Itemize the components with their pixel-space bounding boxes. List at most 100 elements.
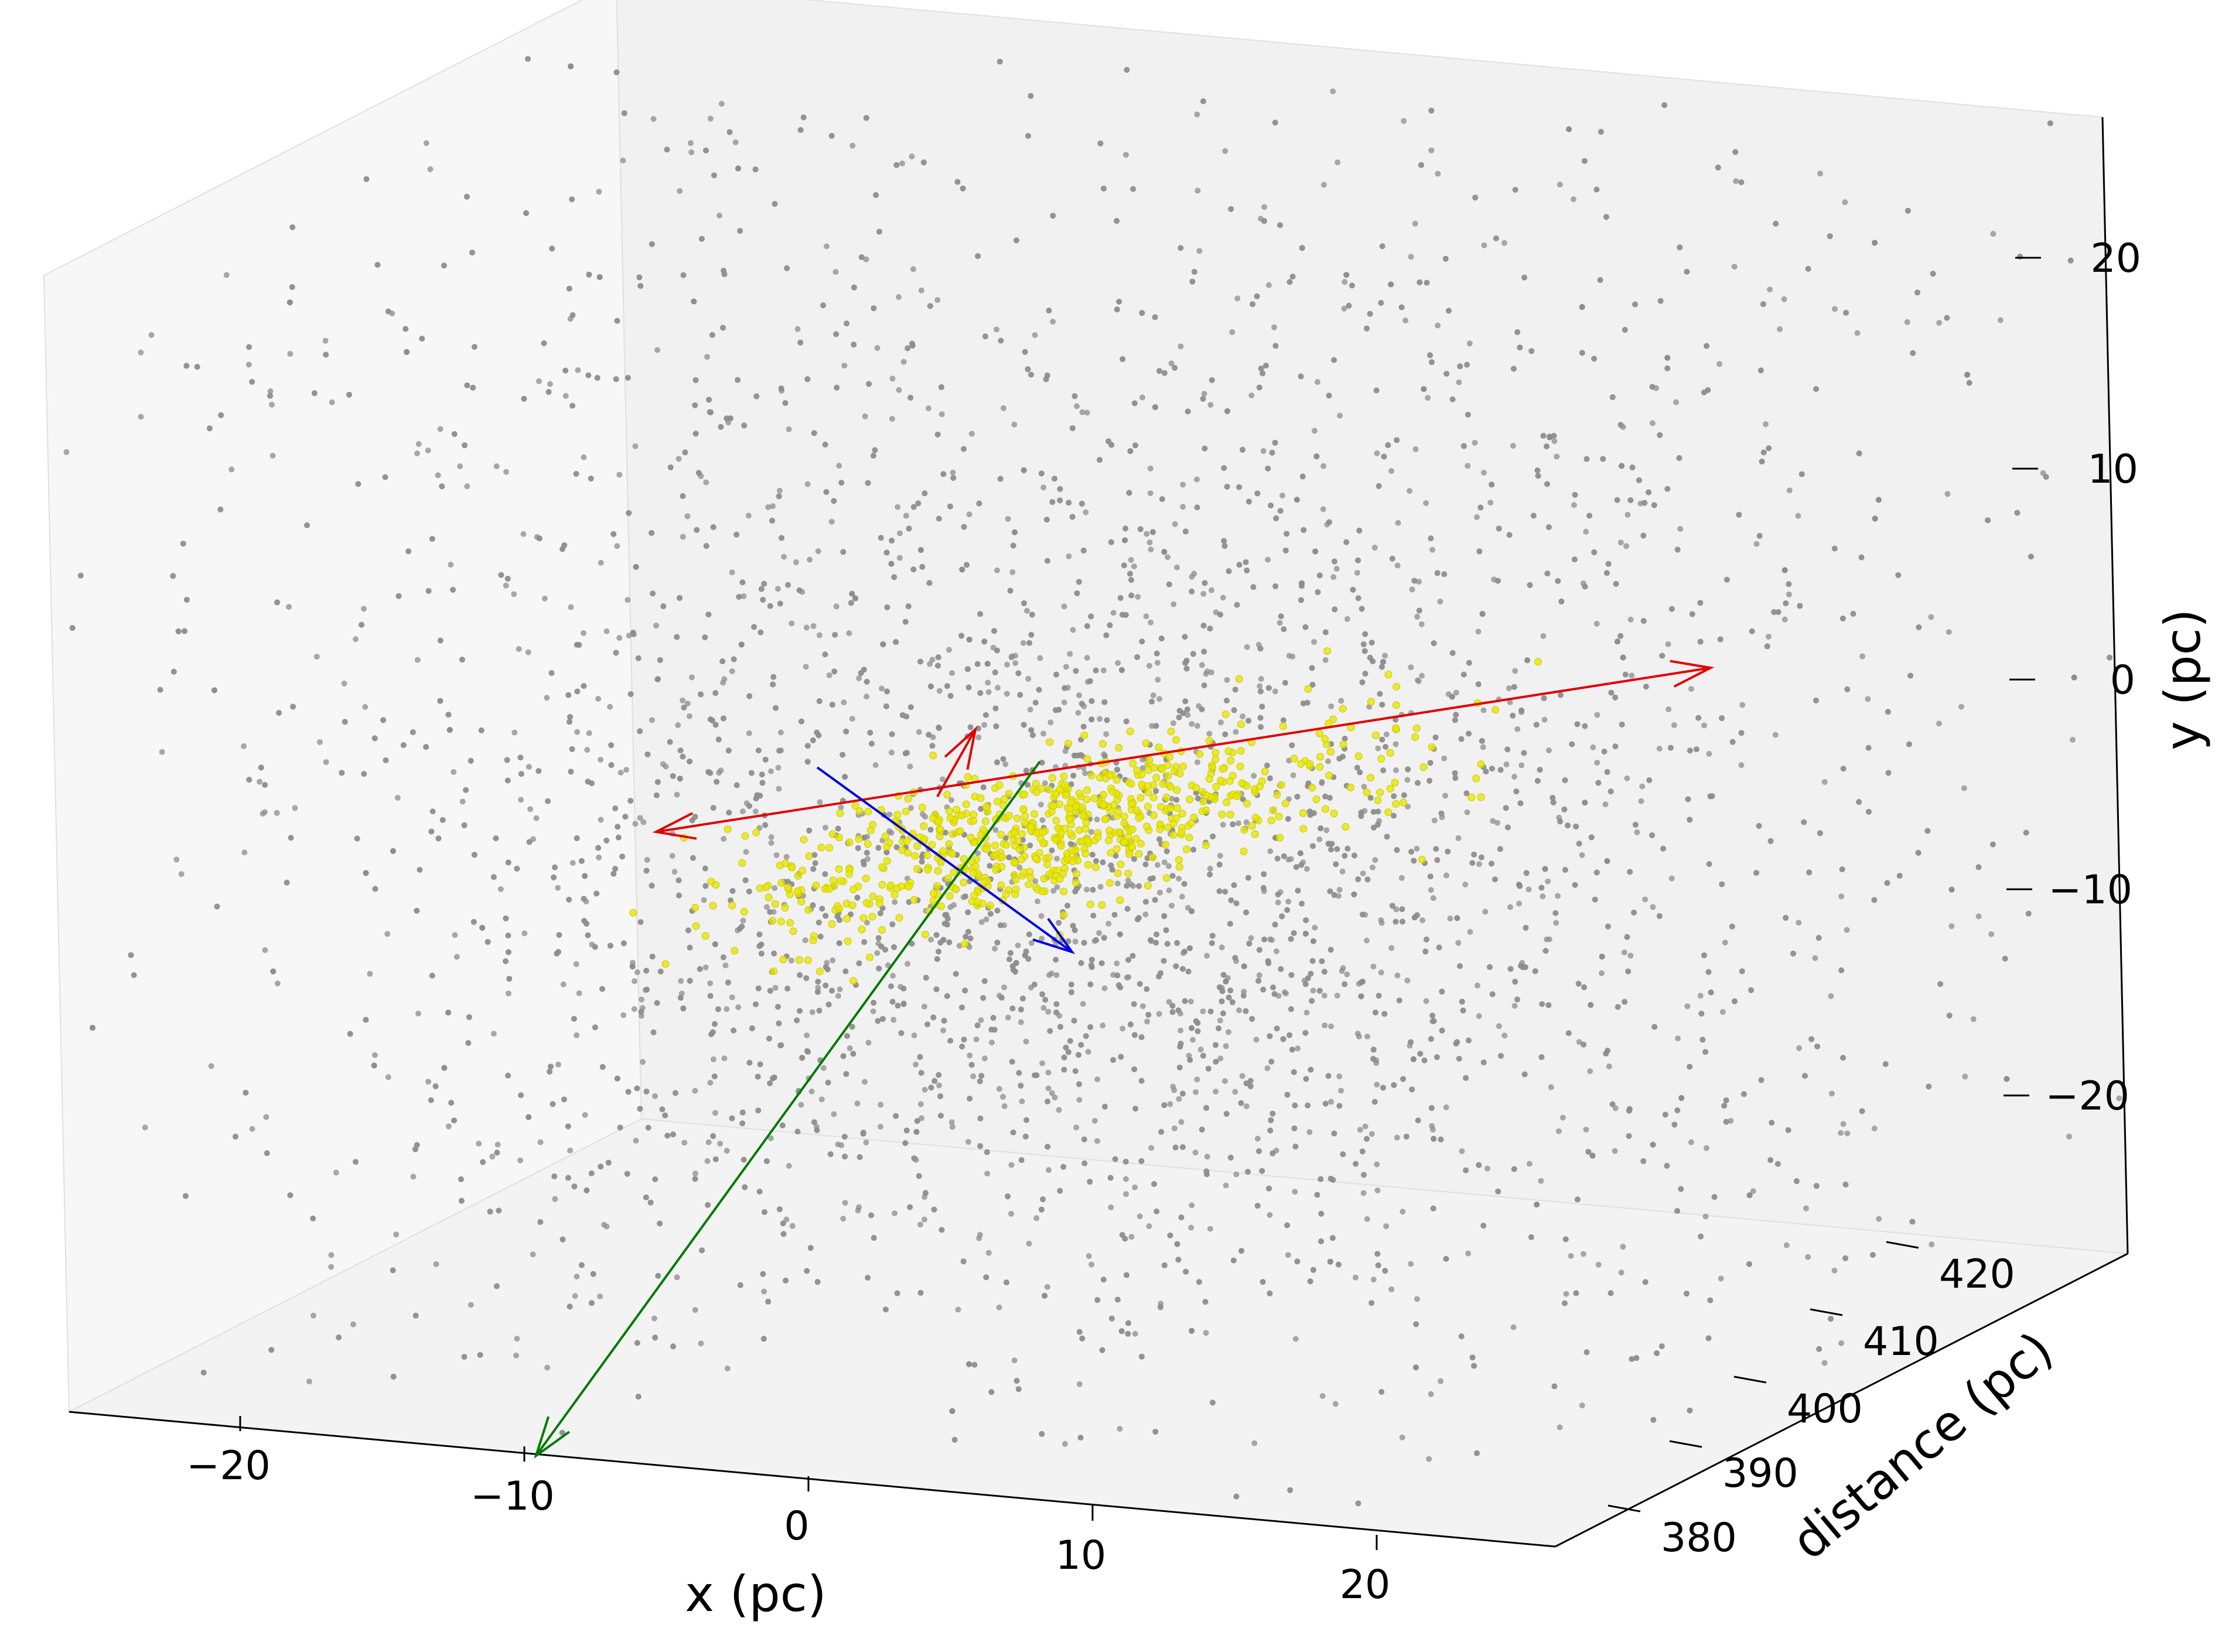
star-point [1285, 1252, 1291, 1258]
star-point [1207, 1008, 1214, 1015]
star-point [1541, 695, 1547, 701]
star-point [1427, 873, 1433, 880]
star-point [1037, 801, 1044, 808]
star-point [1876, 1216, 1882, 1222]
axes-frame [69, 117, 2129, 1548]
star-point [797, 127, 804, 133]
star-point [1351, 852, 1357, 859]
star-point [846, 630, 852, 636]
star-point [1910, 350, 1916, 356]
star-point [556, 932, 562, 938]
star-point [759, 772, 765, 778]
star-point [886, 811, 893, 818]
star-point [1466, 340, 1473, 347]
star-point [833, 603, 839, 610]
star-point [521, 930, 528, 937]
star-point [1613, 581, 1619, 587]
star-point [1393, 906, 1400, 913]
star-point [973, 1036, 979, 1043]
star-point [1128, 577, 1134, 583]
star-point [680, 753, 686, 760]
star-point [676, 892, 682, 899]
star-point [917, 1101, 924, 1107]
star-point [1177, 1043, 1183, 1050]
star-point [863, 115, 869, 121]
star-point [703, 542, 709, 549]
star-point [274, 599, 281, 606]
star-point [1199, 706, 1205, 712]
star-point [1310, 1267, 1316, 1273]
star-point [1695, 715, 1702, 721]
star-point [1312, 924, 1318, 931]
star-point [769, 517, 776, 524]
star-point [1036, 687, 1042, 693]
star-point [667, 739, 673, 745]
star-point [1057, 1187, 1063, 1194]
star-point [1408, 849, 1415, 855]
star-point [1478, 854, 1484, 861]
star-point [733, 531, 740, 538]
star-point [1009, 1005, 1016, 1012]
star-point [419, 336, 425, 342]
star-point [1167, 1232, 1173, 1238]
star-point [831, 498, 837, 504]
star-point [1723, 1097, 1729, 1104]
star-point [1081, 1160, 1088, 1166]
star-point [1732, 998, 1738, 1005]
star-point [1107, 622, 1113, 629]
star-point [1909, 1218, 1916, 1225]
star-point [1428, 107, 1435, 114]
star-point [503, 958, 509, 964]
star-point [902, 1140, 909, 1146]
star-point [423, 140, 429, 146]
star-point [1760, 449, 1767, 456]
star-point [1146, 539, 1153, 545]
star-point [1429, 1012, 1436, 1019]
star-point [1443, 872, 1449, 879]
star-point [1228, 206, 1234, 212]
star-point [1029, 612, 1035, 618]
star-point [1660, 845, 1666, 852]
star-point [1153, 1209, 1160, 1214]
star-point [1273, 515, 1279, 521]
star-point [847, 1045, 853, 1052]
star-point [1346, 302, 1352, 309]
star-point [684, 513, 691, 520]
star-point [1465, 1250, 1472, 1257]
star-point [1474, 1450, 1480, 1456]
star-point [1226, 568, 1232, 574]
star-point [590, 1271, 596, 1277]
star-point [815, 919, 822, 926]
star-point [1480, 1059, 1487, 1066]
star-point [581, 630, 586, 636]
star-point [1101, 185, 1107, 192]
star-point [810, 623, 817, 629]
star-point [708, 115, 714, 122]
star-point [1226, 1029, 1232, 1035]
star-point [1062, 685, 1068, 691]
star-point [873, 192, 879, 198]
star-point [1501, 1032, 1508, 1039]
star-point [1320, 182, 1327, 188]
star-point [1179, 893, 1185, 900]
star-point [816, 1008, 822, 1014]
star-point [719, 101, 725, 107]
star-point [1256, 972, 1262, 978]
star-point [1107, 1175, 1114, 1181]
star-point [1360, 641, 1367, 647]
star-point [1364, 325, 1370, 332]
star-point [1476, 1162, 1482, 1168]
star-point [615, 834, 622, 841]
star-point [1763, 421, 1769, 428]
star-point [1161, 1102, 1168, 1108]
star-point [1084, 886, 1090, 893]
star-point [740, 917, 746, 924]
star-point [913, 1061, 919, 1068]
star-point [944, 683, 950, 690]
star-point [1471, 851, 1477, 858]
star-point [1163, 848, 1170, 855]
star-point [1056, 920, 1062, 926]
star-point [942, 830, 948, 836]
star-point [898, 1030, 905, 1036]
